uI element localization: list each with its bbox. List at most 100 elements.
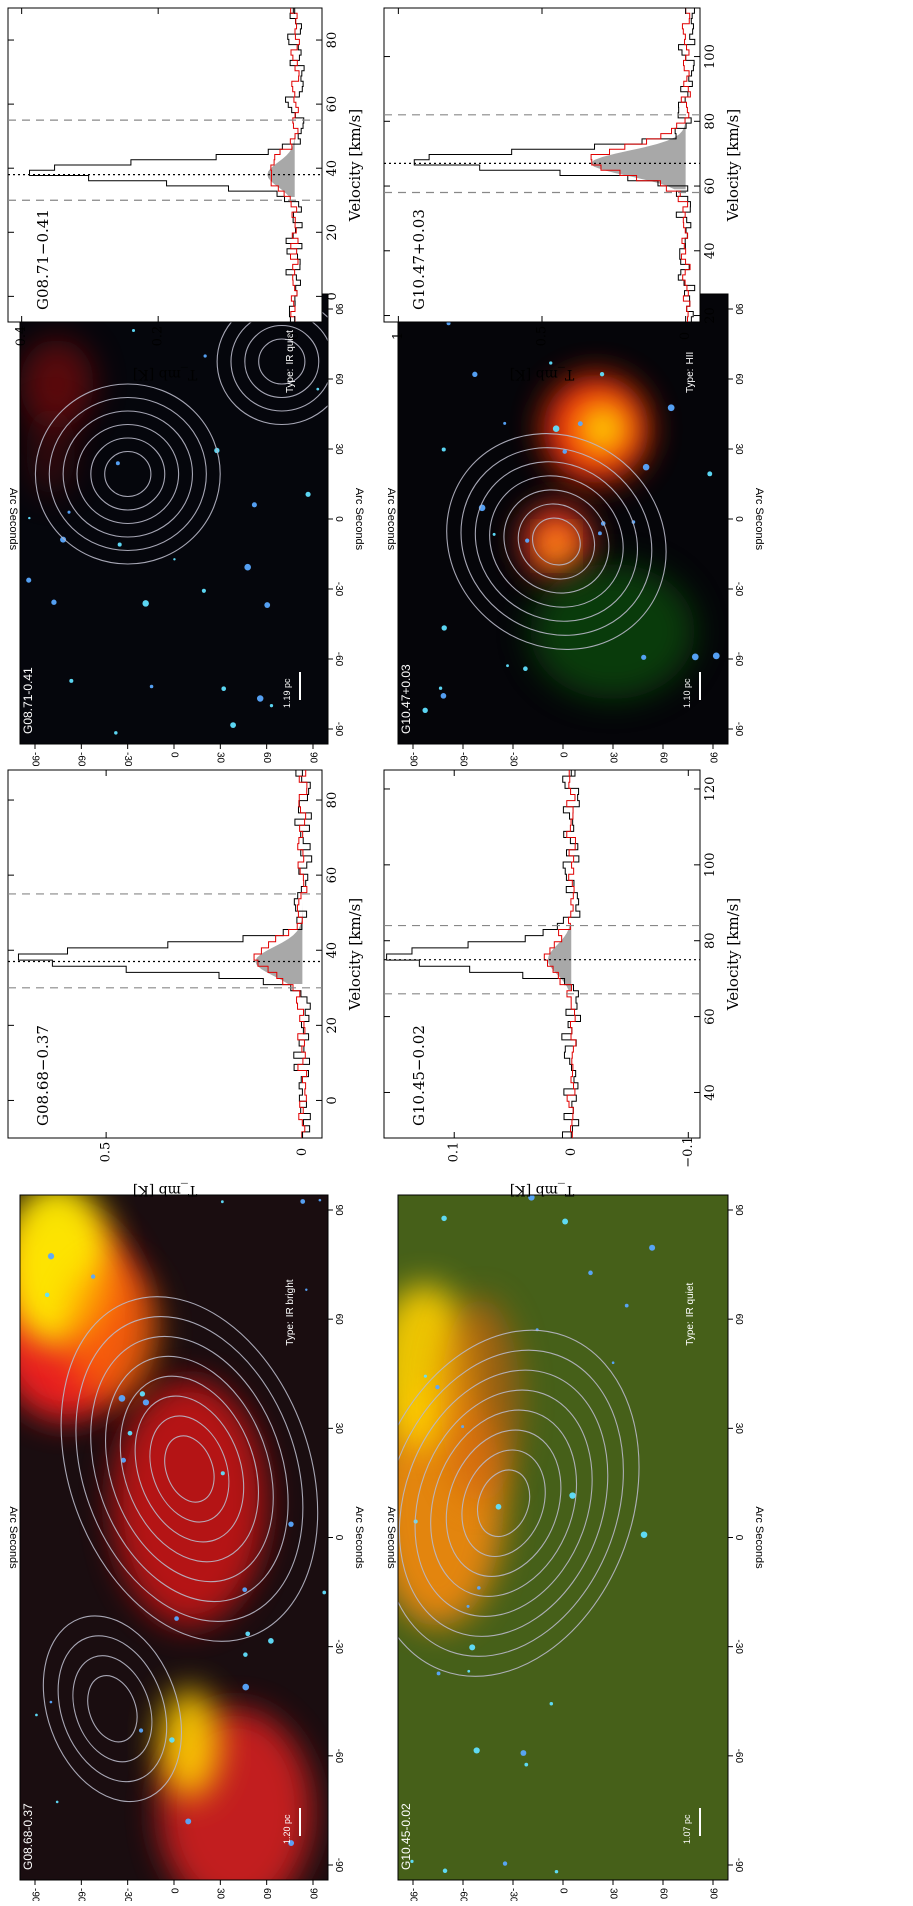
image-panel-1: 90 -90 60 -60 30 -30 0 0 -30 30 -60 60 -90 90 Arc Seco… — [7, 1194, 365, 1903]
emission-blob — [543, 532, 570, 560]
star-point — [410, 1859, 414, 1863]
contour-line — [75, 1316, 304, 1622]
spectrum-line — [29, 8, 305, 322]
star-point — [114, 731, 118, 735]
star-point — [264, 602, 271, 608]
tick-label: 0 — [333, 516, 344, 522]
tick-label: 0 — [557, 752, 568, 758]
star-point — [495, 1503, 502, 1510]
scale-bar-label: 1.20 pc — [282, 1814, 292, 1844]
tick-label: 40 — [325, 160, 340, 177]
source-id: G08.71-0.41 — [21, 667, 35, 734]
image-area — [398, 294, 728, 744]
star-point — [422, 707, 428, 713]
star-point — [245, 1631, 251, 1637]
star-point — [441, 447, 446, 452]
tick-label: 60 — [333, 1314, 344, 1326]
star-point — [469, 1644, 476, 1651]
tick-label: 0 — [557, 1888, 568, 1894]
tick-label: 100 — [703, 44, 718, 69]
tick-label: 0 — [168, 1888, 179, 1894]
star-point — [67, 510, 71, 514]
tick-label: -30 — [733, 582, 744, 597]
star-point — [554, 1869, 559, 1874]
star-point — [142, 600, 149, 607]
spectrum-panel-2: 0 20 40 60 80 0 0.2 0.4 Velocity [km/s] T_mb [K] G… — [7, 7, 364, 382]
star-point — [641, 654, 647, 660]
contour-line — [72, 1655, 153, 1763]
star-point — [461, 1425, 465, 1429]
spectrum-id: G08.68−0.37 — [34, 1025, 52, 1126]
contour-line — [532, 517, 581, 566]
star-point — [288, 1521, 294, 1527]
spectrum-id: G08.71−0.41 — [34, 209, 52, 310]
shaded-integration-area — [547, 925, 572, 991]
contour-line — [149, 1415, 230, 1523]
star-point — [220, 1200, 224, 1204]
tick-label: 30 — [215, 1888, 226, 1900]
tick-label: 30 — [607, 752, 618, 764]
star-point — [120, 1457, 126, 1463]
tick-label: -90 — [407, 752, 418, 767]
contour-line — [398, 1329, 640, 1677]
star-point — [69, 678, 74, 683]
tick-label: 80 — [325, 792, 340, 809]
tick-label: 80 — [703, 113, 718, 130]
star-point — [44, 1292, 50, 1298]
axis-title: Arc Seconds — [353, 488, 365, 551]
axis-title: Arc Seconds — [753, 1506, 765, 1569]
axis-title: Arc Seconds — [353, 1506, 365, 1569]
tick-label: 30 — [607, 1888, 618, 1900]
tick-label: 0 — [733, 1535, 744, 1541]
star-point — [435, 1384, 440, 1390]
star-point — [220, 1471, 225, 1476]
contour-line — [104, 450, 152, 498]
tick-label: 20 — [325, 1017, 340, 1034]
star-point — [472, 371, 478, 377]
contour-line — [42, 1615, 183, 1803]
tick-label: -60 — [733, 652, 744, 667]
tick-label: -30 — [733, 1639, 744, 1654]
axis-title: Arc Seconds — [753, 488, 765, 551]
source-id: G10.47+0.03 — [399, 664, 413, 734]
contour-line — [489, 475, 624, 608]
star-point — [707, 471, 713, 477]
contour-line — [446, 433, 667, 650]
type-prefix: Type: — [285, 369, 296, 393]
star-point — [256, 695, 264, 702]
scale-bar-label: 1.19 pc — [282, 678, 292, 708]
tick-label: -30 — [507, 1888, 518, 1901]
star-point — [528, 1195, 535, 1201]
type-prefix: Type: — [285, 1321, 296, 1345]
type-value: IR quiet — [285, 330, 296, 365]
tick-label: -60 — [733, 1749, 744, 1764]
type-value: IR bright — [285, 1279, 296, 1317]
tick-label: 0.5 — [535, 326, 550, 347]
tick-label: 60 — [261, 1888, 272, 1900]
star-point — [185, 1818, 192, 1825]
tick-label: 60 — [703, 1008, 718, 1025]
star-point — [139, 1391, 146, 1397]
spectrum-id: G10.45−0.02 — [410, 1025, 428, 1126]
axis-title: Arc Seconds — [385, 488, 397, 551]
star-point — [51, 599, 57, 605]
star-point — [492, 532, 496, 536]
star-point — [173, 558, 176, 561]
emission-blob — [20, 339, 94, 429]
shaded-integration-area — [255, 893, 303, 985]
tick-label: 90 — [707, 1888, 718, 1900]
tick-label: 0 — [325, 1096, 340, 1104]
tick-label: 90 — [307, 752, 318, 764]
image-area — [20, 294, 328, 744]
emission-blob — [530, 564, 695, 699]
star-point — [244, 563, 251, 571]
star-point — [305, 491, 311, 497]
tick-label: 20 — [703, 307, 718, 324]
star-point — [60, 536, 67, 543]
tick-label: 20 — [325, 224, 340, 241]
tick-label: -90 — [407, 1888, 418, 1901]
tick-label: 80 — [703, 932, 718, 949]
axis-title: Arc Seconds — [7, 1506, 19, 1569]
star-point — [477, 1586, 481, 1590]
